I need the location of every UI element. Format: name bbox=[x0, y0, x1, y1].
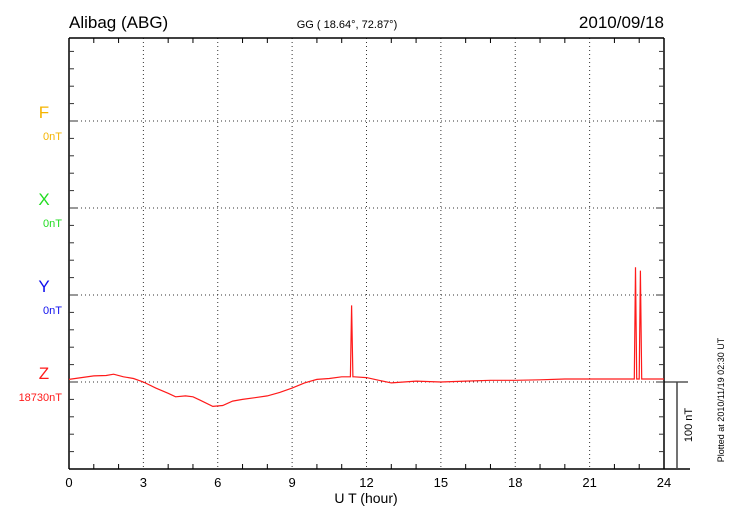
plot-date: 2010/09/18 bbox=[579, 13, 664, 32]
station-title: Alibag (ABG) bbox=[69, 13, 168, 32]
axes: 0 3 6 9 12 15 18 21 24 bbox=[65, 37, 690, 490]
channel-baseline-y: 0nT bbox=[43, 305, 62, 317]
x-tick-label: 21 bbox=[582, 475, 596, 490]
x-tick-label: 15 bbox=[434, 475, 448, 490]
scale-bar-label: 100 nT bbox=[683, 408, 695, 443]
channel-baseline-x: 0nT bbox=[43, 218, 62, 230]
channel-name-y: Y bbox=[38, 277, 49, 296]
channel-name-x: X bbox=[38, 190, 49, 209]
x-tick-label: 9 bbox=[289, 475, 296, 490]
x-tick-label: 12 bbox=[359, 475, 373, 490]
channel-name-f: F bbox=[39, 103, 49, 122]
x-tick-label: 6 bbox=[214, 475, 221, 490]
trace-z bbox=[68, 267, 664, 408]
channel-baseline-f: 0nT bbox=[43, 131, 62, 143]
channel-baseline-z: 18730nT bbox=[19, 392, 63, 404]
station-coordinates: GG ( 18.64°, 72.87°) bbox=[297, 19, 398, 31]
grid bbox=[69, 38, 664, 469]
x-tick-label: 18 bbox=[508, 475, 522, 490]
channel-name-z: Z bbox=[39, 364, 49, 383]
x-axis-label: U T (hour) bbox=[334, 490, 397, 506]
x-tick-label: 24 bbox=[657, 475, 671, 490]
channel-labels: F 0nT X 0nT Y 0nT Z 18730nT bbox=[19, 103, 63, 404]
traces bbox=[68, 267, 664, 408]
x-tick-label: 0 bbox=[65, 475, 72, 490]
x-tick-label: 3 bbox=[140, 475, 147, 490]
plotted-timestamp: Plotted at 2010/11/19 02:30 UT bbox=[716, 337, 726, 462]
